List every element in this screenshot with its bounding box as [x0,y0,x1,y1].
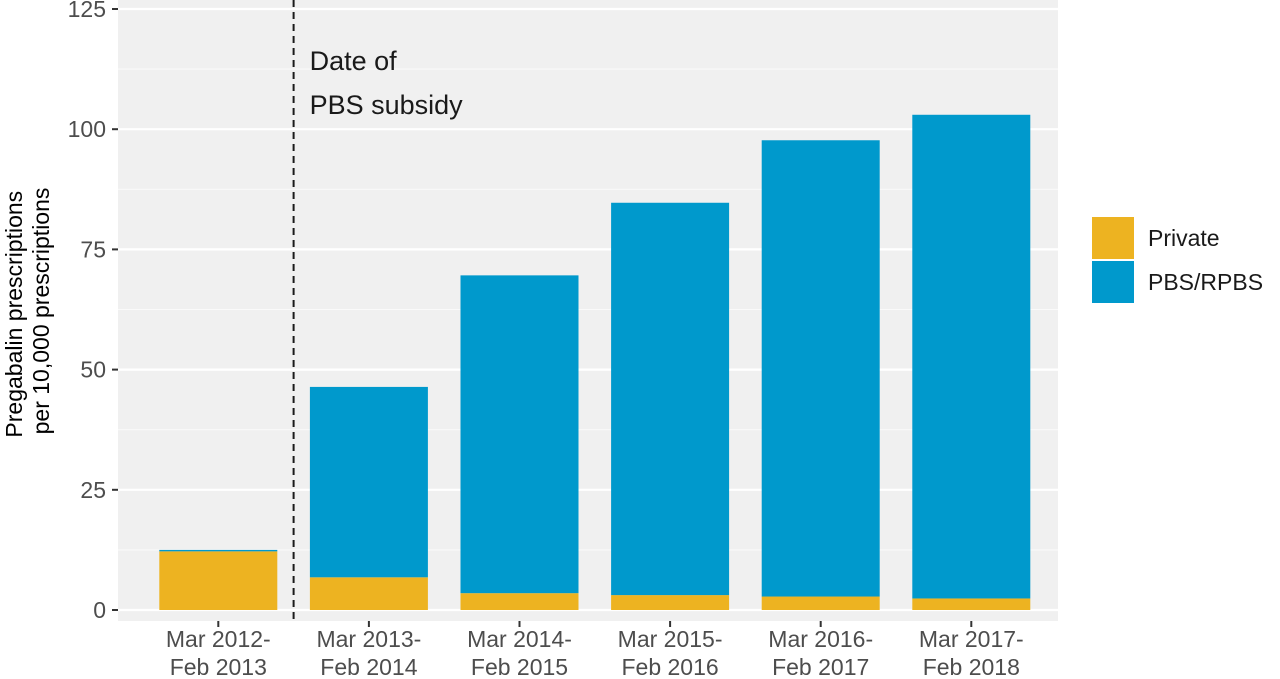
y-tick-label: 125 [68,0,106,22]
y-tick-label: 25 [80,477,106,503]
gridlines [118,7,1058,612]
x-tick-label-line: Feb 2017 [772,654,869,679]
bars [159,114,1031,610]
x-tick-label: Mar 2017-Feb 2018 [919,626,1024,679]
x-tick-label-line: Feb 2018 [923,654,1020,679]
x-tick-label-line: Mar 2016- [768,626,873,652]
x-tick-label-line: Mar 2015- [618,626,723,652]
bar-pbs-rpbs-5 [912,114,1031,599]
bar-private-5 [912,598,1031,610]
y-tick-label: 0 [93,597,106,623]
subsidy-annotation-line-2: PBS subsidy [310,90,464,120]
subsidy-annotation: Date of PBS subsidy [292,0,464,621]
bar-pbs-rpbs-4 [761,140,880,597]
y-axis-title-line-2: per 10,000 prescriptions [28,188,54,435]
x-tick-label-line: Mar 2012- [166,626,271,652]
y-axis: 0 25 50 75 100 125 [68,0,118,623]
x-tick-label: Mar 2014-Feb 2015 [467,626,572,679]
legend-swatch-pbs-rpbs [1092,261,1134,303]
bar-private-1 [309,577,428,610]
x-tick-label-line: Feb 2013 [170,654,267,679]
subsidy-annotation-line-1: Date of [310,46,398,76]
x-tick-label-line: Mar 2017- [919,626,1024,652]
bar-private-0 [159,551,278,610]
bar-pbs-rpbs-0 [159,549,278,552]
x-tick-label-line: Mar 2013- [316,626,421,652]
bar-pbs-rpbs-3 [611,202,730,596]
bar-private-2 [460,593,579,610]
bar-pbs-rpbs-2 [460,275,579,594]
y-tick-label: 50 [80,357,106,383]
bar-private-4 [761,596,880,610]
x-tick-label: Mar 2015-Feb 2016 [618,626,723,679]
y-axis-title-text: Pregabalin prescriptions per 10,000 pres… [1,184,54,437]
legend-label: PBS/RPBS [1148,269,1263,295]
y-tick-label: 75 [80,236,106,262]
y-tick-label: 100 [68,116,106,142]
legend-label: Private [1148,225,1220,251]
y-axis-title-line-1: Pregabalin prescriptions [1,191,27,438]
subsidy-annotation-label: Date of PBS subsidy [310,46,464,120]
x-tick-label-line: Feb 2016 [621,654,718,679]
legend-swatch-private [1092,217,1134,259]
bar-private-3 [611,595,730,610]
legend: Private PBS/RPBS [1092,217,1263,303]
bar-pbs-rpbs-1 [309,386,428,578]
y-axis-title: Pregabalin prescriptions per 10,000 pres… [1,184,54,438]
x-tick-label-line: Mar 2014- [467,626,572,652]
x-tick-label-line: Feb 2015 [471,654,568,679]
x-tick-label: Mar 2012-Feb 2013 [166,626,271,679]
plot-panel [118,0,1058,621]
x-tick-label: Mar 2016-Feb 2017 [768,626,873,679]
x-tick-label-line: Feb 2014 [320,654,417,679]
x-tick-label: Mar 2013-Feb 2014 [316,626,421,679]
